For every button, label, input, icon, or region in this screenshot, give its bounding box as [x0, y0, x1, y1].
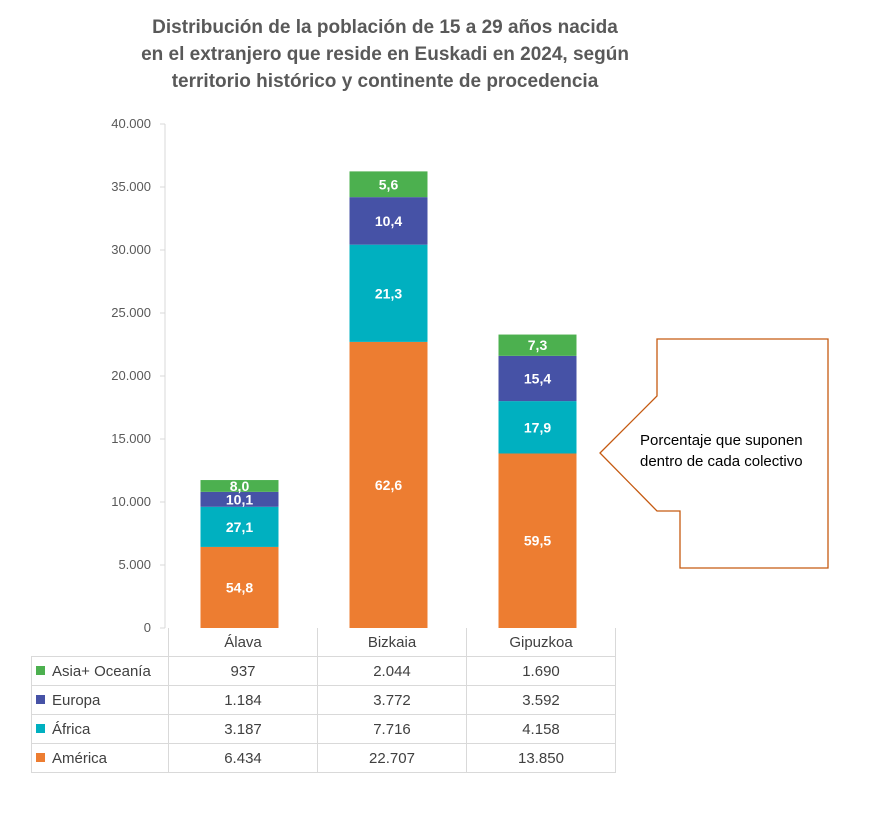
bar-segment	[200, 546, 279, 628]
y-tick-label: 35.000	[111, 179, 151, 194]
data-label: 15,4	[524, 370, 551, 386]
y-tick-label: 40.000	[111, 116, 151, 131]
table-cell: 7.716	[317, 714, 467, 744]
legend-swatch	[36, 753, 45, 763]
legend-entry: África	[31, 714, 169, 744]
bar-segment	[498, 334, 577, 356]
legend-swatch	[36, 695, 45, 705]
table-cell: 2.044	[317, 656, 467, 686]
table-row: América 6.434 22.707 13.850	[31, 743, 616, 773]
legend-swatch	[36, 724, 45, 734]
data-label: 62,6	[375, 477, 402, 493]
y-tick-label: 20.000	[111, 368, 151, 383]
legend-entry: Asia+ Oceanía	[31, 656, 169, 686]
table-cell: 1.690	[466, 656, 616, 686]
bar-segment	[200, 480, 279, 492]
bar-segment	[498, 401, 577, 454]
table-row: Europa 1.184 3.772 3.592	[31, 685, 616, 715]
callout-arrow-shape	[599, 338, 829, 569]
bar-segment	[349, 171, 428, 198]
series-name: Asia+ Oceanía	[52, 662, 151, 680]
y-tick-label: 30.000	[111, 242, 151, 257]
table-row: Asia+ Oceanía 937 2.044 1.690	[31, 656, 616, 686]
bar-segment	[200, 506, 279, 547]
table-cell: 4.158	[466, 714, 616, 744]
series-name: África	[52, 720, 91, 738]
chart-title-line: Distribución de la población de 15 a 29 …	[152, 17, 618, 38]
column-header: Gipuzkoa	[466, 628, 616, 657]
data-label: 54,8	[226, 579, 253, 595]
table-cell: 3.187	[168, 714, 318, 744]
data-label: 5,6	[379, 176, 399, 192]
table-cell: 3.592	[466, 685, 616, 715]
y-tick-label: 15.000	[111, 431, 151, 446]
data-label: 21,3	[375, 285, 402, 301]
y-axis: 0 5.000 10.000 15.000 20.000 25.000 30.000 35.0…	[111, 116, 166, 635]
table-header-row: Álava Bizkaia Gipuzkoa	[31, 628, 616, 657]
bar-segment	[498, 355, 577, 402]
chart-title-line: en el extranjero que reside en Euskadi e…	[141, 44, 629, 65]
data-label: 59,5	[524, 533, 551, 549]
series-name: América	[52, 749, 108, 767]
data-label: 7,3	[528, 337, 548, 353]
y-tick-label: 25.000	[111, 305, 151, 320]
bars-layer: 54,8 27,1 10,18,0 62,6 21,3 10,4 5,6 59,5 17,9 15…	[200, 171, 577, 628]
data-label: 8,0	[230, 478, 250, 494]
callout-line: dentro de cada colectivo	[640, 453, 803, 470]
series-name: Europa	[52, 691, 101, 709]
callout-annotation: Porcentaje que suponen dentro de cada co…	[640, 430, 828, 472]
data-label: 17,9	[524, 419, 551, 435]
bar-segment	[349, 197, 428, 245]
table-cell: 1.184	[168, 685, 318, 715]
table-cell: 22.707	[317, 743, 467, 773]
data-label: 10,4	[375, 213, 402, 229]
bar-segment	[498, 453, 577, 628]
chart-title: Distribución de la población de 15 a 29 …	[90, 14, 680, 95]
legend-entry: América	[31, 743, 169, 773]
bar-segment	[349, 244, 428, 342]
table-corner	[31, 628, 169, 657]
legend-swatch	[36, 666, 45, 676]
table-cell: 937	[168, 656, 318, 686]
callout-line: Porcentaje que suponen	[640, 432, 803, 449]
chart-title-line: territorio histórico y continente de pro…	[171, 71, 599, 92]
table-cell: 3.772	[317, 685, 467, 715]
data-label: 27,1	[226, 519, 253, 535]
column-header: Álava	[168, 628, 318, 657]
data-label: 10,1	[226, 491, 253, 507]
table-row: África 3.187 7.716 4.158	[31, 714, 616, 744]
data-table: Álava Bizkaia Gipuzkoa Asia+ Oceanía 937…	[31, 628, 616, 773]
table-cell: 6.434	[168, 743, 318, 773]
y-tick-label: 10.000	[111, 494, 151, 509]
bar-segment	[200, 491, 279, 507]
bar-segment	[349, 341, 428, 628]
callout-arrow	[599, 338, 829, 569]
y-tick-label: 0	[144, 620, 151, 635]
table-cell: 13.850	[466, 743, 616, 773]
legend-entry: Europa	[31, 685, 169, 715]
column-header: Bizkaia	[317, 628, 467, 657]
y-tick-label: 5.000	[118, 557, 151, 572]
